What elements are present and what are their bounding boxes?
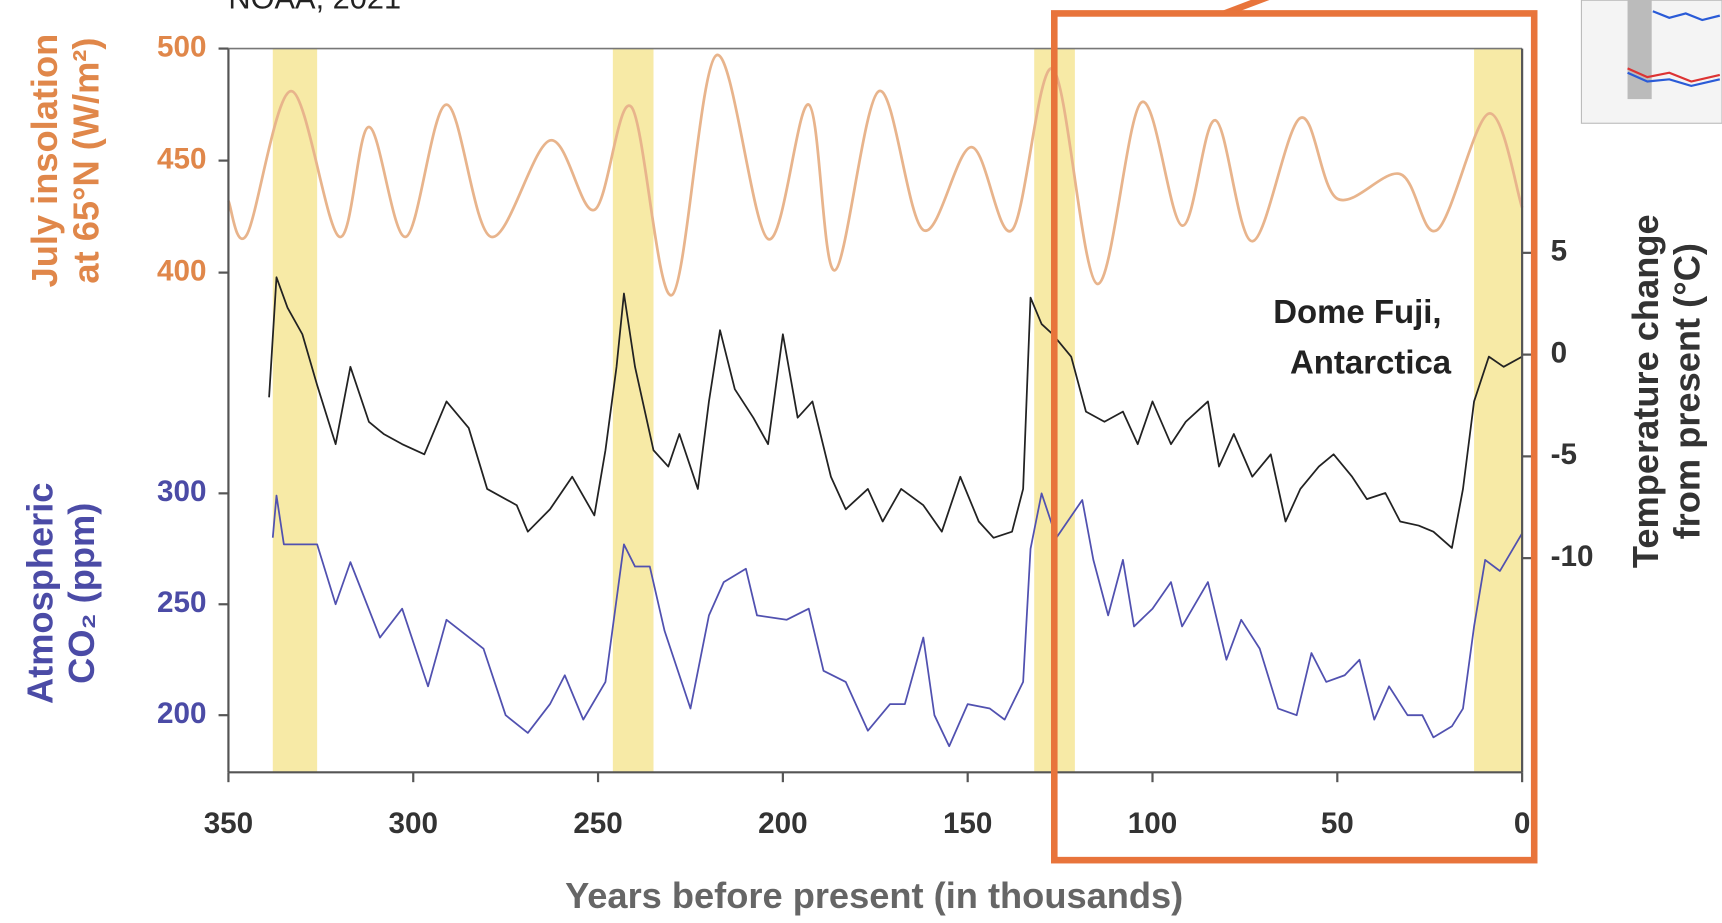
y-tick-label: 0 xyxy=(1551,336,1568,369)
annotation: Dome Fuji, xyxy=(1273,293,1441,330)
lines xyxy=(227,53,1524,748)
interglacial-band xyxy=(272,48,318,773)
x-tick-label: 300 xyxy=(389,807,438,840)
y-axis-label: from present (°C) xyxy=(1667,243,1708,539)
x-tick-label: 100 xyxy=(1128,807,1177,840)
x-tick-label: 200 xyxy=(758,807,807,840)
x-tick-label: 50 xyxy=(1321,807,1354,840)
y-tick-label: 400 xyxy=(157,254,206,287)
highlight-arrow xyxy=(1223,0,1270,17)
highlight-box xyxy=(1050,10,1538,864)
y-axis-label: Temperature change xyxy=(1625,214,1666,568)
series-line xyxy=(271,492,1523,748)
series-line xyxy=(268,276,1523,549)
interglacial-band xyxy=(612,48,654,773)
y-tick-label: 200 xyxy=(157,697,206,730)
y-axis-label: at 65°N (W/m²) xyxy=(66,38,107,284)
y-axis-label: Atmospheric xyxy=(19,483,60,704)
thumbnail-line xyxy=(1627,67,1721,83)
interglacial-band xyxy=(1474,48,1523,773)
y-tick-label: -10 xyxy=(1551,540,1594,573)
x-tick-label: 350 xyxy=(204,807,253,840)
series-line xyxy=(227,53,1524,297)
y-tick-label: 500 xyxy=(157,30,206,63)
bands xyxy=(272,48,1523,773)
y-tick-label: -5 xyxy=(1551,438,1577,471)
x-tick-label: 0 xyxy=(1514,807,1531,840)
source-title: NOAA, 2021 xyxy=(228,0,401,15)
y-axis-label: July insolation xyxy=(24,34,65,288)
x-axis-label: Years before present (in thousands) xyxy=(565,875,1183,916)
y-tick-label: 300 xyxy=(157,475,206,508)
y-axis-label: CO₂ (ppm) xyxy=(61,503,102,684)
thumbnail-band xyxy=(1627,0,1652,100)
y-tick-label: 250 xyxy=(157,586,206,619)
y-tick-label: 5 xyxy=(1551,235,1568,268)
annotation: Antarctica xyxy=(1290,344,1452,381)
y-tick-label: 450 xyxy=(157,142,206,175)
thumbnail-line xyxy=(1627,71,1721,88)
thumbnail-line xyxy=(1652,10,1721,22)
x-tick-label: 150 xyxy=(943,807,992,840)
thumbnail xyxy=(1580,0,1722,124)
x-tick-label: 250 xyxy=(573,807,622,840)
